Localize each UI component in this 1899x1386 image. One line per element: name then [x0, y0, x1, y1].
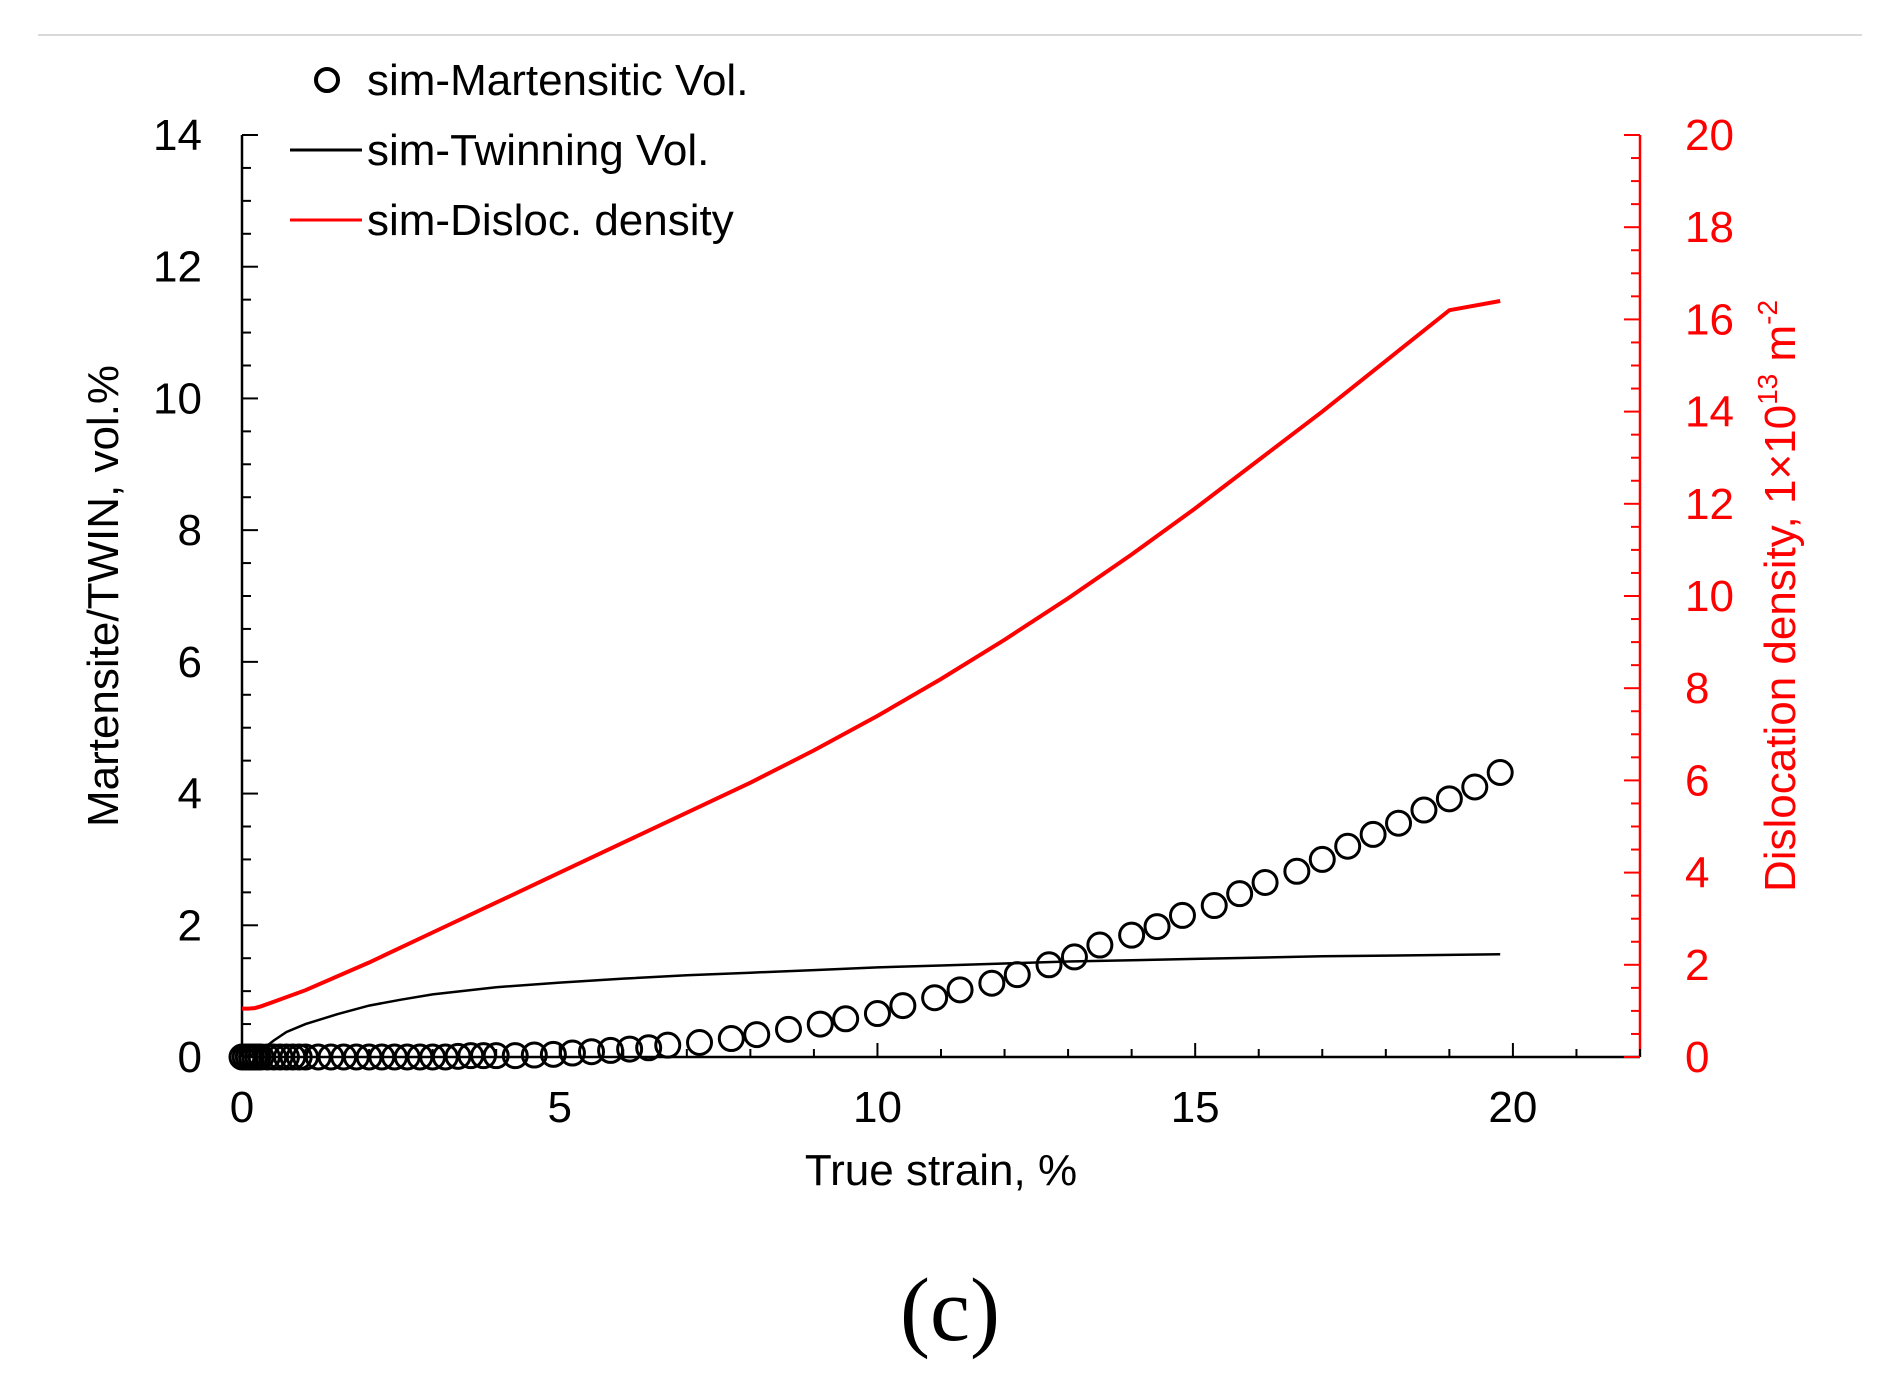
martensitic-point: [1086, 931, 1114, 959]
martensitic-point: [272, 1043, 300, 1071]
y-right-axis-ticks: 0 2 4 6 8 10 12 14 16 18 20: [1624, 111, 1734, 1082]
martensitic-point: [1251, 868, 1279, 896]
y-left-tick-label: 12: [153, 243, 202, 292]
martensitic-point: [654, 1031, 682, 1059]
martensitic-point: [520, 1041, 548, 1069]
martensitic-point: [946, 976, 974, 1004]
martensitic-point: [1200, 892, 1228, 920]
legend-disloc-label: sim-Disloc. density: [367, 196, 734, 245]
y-right-tick-label: 0: [1685, 1033, 1709, 1082]
y-right-tick-label: 2: [1685, 941, 1709, 990]
martensitic-point: [1461, 773, 1489, 801]
y-right-tick-label: 16: [1685, 295, 1734, 344]
martensitic-point: [285, 1043, 313, 1071]
y-left-tick-label: 6: [178, 638, 202, 687]
legend: sim-Martensitic Vol. sim-Twinning Vol. s…: [290, 56, 748, 245]
martensitic-point: [597, 1036, 625, 1064]
martensitic-point: [1308, 845, 1336, 873]
y-right-axis-title-unit-exp: -2: [1752, 300, 1783, 325]
martensitic-point: [1118, 921, 1146, 949]
martensitic-point: [635, 1034, 663, 1062]
dislocation-series-line: [242, 299, 1501, 1011]
y-left-tick-label: 0: [178, 1033, 202, 1082]
y-left-axis-title: Martensite/TWIN, vol.%: [79, 365, 128, 827]
martensitic-point: [482, 1042, 510, 1070]
martensitic-point: [1035, 951, 1063, 979]
martensitic-point: [978, 969, 1006, 997]
legend-twinning-label: sim-Twinning Vol.: [367, 126, 709, 175]
y-right-axis-title: Dislocation density, 1×1013 m-2: [1752, 300, 1805, 892]
martensitic-point: [539, 1040, 567, 1068]
martensitic-point: [1486, 758, 1514, 786]
martensitic-point: [686, 1029, 714, 1057]
martensitic-point: [616, 1035, 644, 1063]
martensitic-point: [863, 1000, 891, 1028]
martensitic-point: [558, 1039, 586, 1067]
y-right-tick-label: 6: [1685, 756, 1709, 805]
y-right-axis-title-unit: m: [1756, 325, 1805, 374]
x-tick-label: 20: [1488, 1083, 1537, 1132]
y-left-tick-label: 10: [153, 374, 202, 423]
martensitic-point: [1226, 880, 1254, 908]
y-left-tick-label: 4: [178, 770, 202, 819]
y-right-tick-label: 12: [1685, 480, 1734, 529]
x-axis-ticks: 0 5 10 15 20: [230, 1043, 1641, 1132]
martensitic-point: [921, 984, 949, 1012]
x-tick-label: 5: [547, 1083, 571, 1132]
y-right-axis-title-exp: 13: [1752, 374, 1783, 405]
martensitic-point: [889, 992, 917, 1020]
legend-martensitic-marker: [314, 67, 340, 93]
martensitic-point: [1359, 820, 1387, 848]
martensitic-point: [1385, 809, 1413, 837]
y-right-axis-title-main: Dislocation density, 1×10: [1756, 405, 1805, 892]
martensitic-point: [1003, 961, 1031, 989]
martensitic-point: [1168, 901, 1196, 929]
martensitic-series-points: [228, 758, 1514, 1071]
martensitic-point: [806, 1010, 834, 1038]
martensitic-point: [1410, 796, 1438, 824]
martensitic-point: [469, 1042, 497, 1070]
y-left-tick-label: 14: [153, 111, 202, 160]
y-left-tick-label: 8: [178, 506, 202, 555]
y-right-tick-label: 14: [1685, 388, 1734, 437]
martensitic-point: [717, 1025, 745, 1053]
y-right-tick-label: 8: [1685, 664, 1709, 713]
y-left-axis-ticks: 0 2 4 6 8 10 12 14: [153, 111, 258, 1082]
y-left-tick-label: 2: [178, 901, 202, 950]
legend-martensitic-label: sim-Martensitic Vol.: [367, 56, 748, 105]
martensitic-point: [743, 1021, 771, 1049]
x-tick-label: 10: [853, 1083, 902, 1132]
y-right-tick-label: 18: [1685, 203, 1734, 252]
martensitic-point: [1334, 832, 1362, 860]
y-right-tick-label: 10: [1685, 572, 1734, 621]
martensitic-point: [1143, 913, 1171, 941]
martensitic-point: [832, 1005, 860, 1033]
martensitic-point: [1060, 943, 1088, 971]
x-tick-label: 0: [230, 1083, 254, 1132]
martensitic-point: [1283, 857, 1311, 885]
x-tick-label: 15: [1171, 1083, 1220, 1132]
y-right-tick-label: 20: [1685, 111, 1734, 160]
martensitic-point: [774, 1015, 802, 1043]
martensitic-point: [501, 1042, 529, 1070]
x-axis-title: True strain, %: [805, 1146, 1077, 1195]
y-right-tick-label: 4: [1685, 849, 1709, 898]
twinning-series-line: [241, 953, 1501, 1059]
martensitic-point: [578, 1038, 605, 1066]
martensitic-point: [1435, 785, 1463, 813]
figure-caption: (c): [900, 1261, 1000, 1360]
